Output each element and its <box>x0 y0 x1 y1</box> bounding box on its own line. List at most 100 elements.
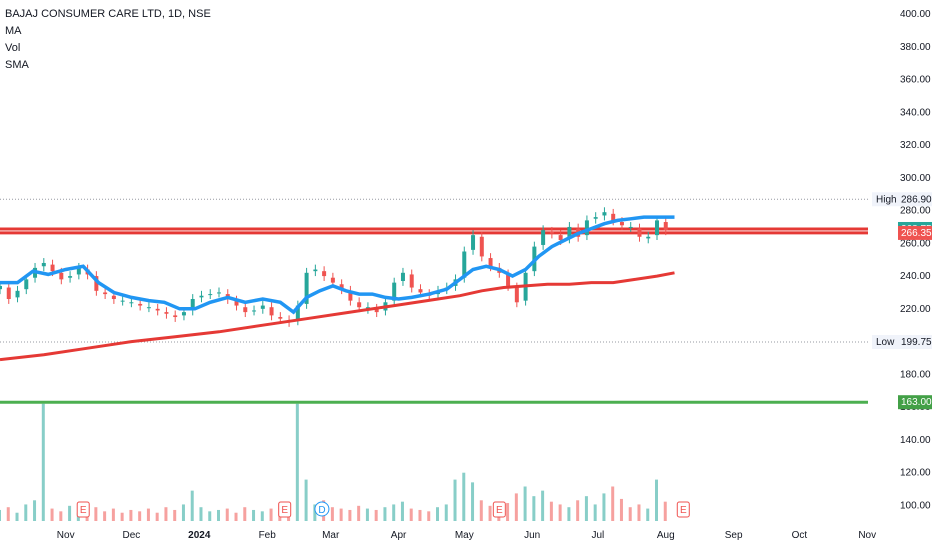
volume-bar <box>418 509 422 521</box>
volume-bar <box>392 504 396 521</box>
ma-line <box>0 215 675 315</box>
candle-body <box>164 312 169 314</box>
volume-bar <box>111 508 115 521</box>
earnings-badge <box>492 501 506 518</box>
low-tag-value-bg <box>898 335 932 350</box>
x-tick-label: Dec <box>123 530 141 541</box>
candle-body <box>558 235 563 241</box>
candle-body <box>392 282 397 301</box>
legend-ma[interactable]: MA <box>5 25 22 37</box>
x-tick-label: Mar <box>322 530 340 541</box>
earnings-marker[interactable]: E <box>676 501 690 518</box>
legend-sma[interactable]: SMA <box>5 59 29 71</box>
candle-body <box>295 305 300 321</box>
high-tag-label-bg <box>872 192 898 207</box>
y-tick-label: 300.00 <box>900 173 931 184</box>
resistance-tag-value-bg <box>898 225 932 240</box>
high-tag-label: High <box>876 194 897 205</box>
time-axis[interactable]: Nov Dec 2024 Feb Mar Apr May Jun Jul Aug Sep Oct Nov <box>57 530 876 541</box>
candle-body <box>374 308 379 313</box>
candle-body <box>462 251 467 278</box>
candle-body <box>50 264 55 272</box>
candle-body <box>15 290 20 298</box>
volume-bar <box>506 503 510 521</box>
candle-body <box>549 231 554 234</box>
x-tick-label: Jun <box>524 530 540 541</box>
candle-body <box>6 287 11 300</box>
earnings-badge <box>76 501 90 518</box>
y-tick-label: 140.00 <box>900 435 931 446</box>
low-tag-value: 199.75 <box>901 337 932 348</box>
candle-body <box>190 299 195 311</box>
x-tick-label: Feb <box>259 530 277 541</box>
volume-bar <box>217 509 220 521</box>
x-tick-label: Aug <box>657 530 675 541</box>
y-tick-label: 360.00 <box>900 75 931 86</box>
x-tick-label: Apr <box>391 530 407 541</box>
candle-body <box>339 284 344 290</box>
candle-body <box>619 222 624 226</box>
candle-body <box>593 217 598 219</box>
volume-bar <box>6 507 10 521</box>
volume-bar <box>208 511 212 521</box>
dividend-badge-label: D <box>318 505 325 516</box>
candle-body <box>409 274 414 288</box>
volume-bar <box>50 508 54 521</box>
volume-bar <box>103 511 107 521</box>
candle-body <box>260 305 265 309</box>
volume-bar <box>628 507 632 521</box>
volume-bar <box>427 511 431 521</box>
candle-body <box>76 267 81 275</box>
candle-body <box>541 230 546 245</box>
volume-bar <box>593 504 597 521</box>
volume-bar <box>514 493 518 521</box>
volume-bar <box>138 511 142 521</box>
candle-body <box>471 235 476 250</box>
earnings-marker[interactable]: E <box>76 501 90 518</box>
candle-body <box>655 220 659 236</box>
candle-body <box>173 315 178 318</box>
legend-symbol[interactable]: BAJAJ CONSUMER CARE LTD, 1D, NSE <box>5 8 211 20</box>
volume-bar <box>400 501 404 521</box>
legend-vol[interactable]: Vol <box>5 42 21 54</box>
low-tag-label-bg <box>872 335 898 350</box>
volume-bar <box>33 500 37 521</box>
resistance-tag-value: 266.35 <box>901 228 932 239</box>
indicator-lines <box>0 215 675 362</box>
volume-bar <box>252 509 256 521</box>
x-tick-label: Oct <box>792 530 808 541</box>
volume-bar <box>304 479 308 521</box>
price-axis[interactable]: 400.00 380.00 360.00 340.00 320.00 300.00 280.… <box>900 9 931 511</box>
dividend-marker[interactable]: D <box>314 501 330 517</box>
volume-bar <box>313 504 317 521</box>
candle-body <box>68 276 73 278</box>
volume-bar <box>471 482 475 521</box>
candle-body <box>146 307 151 309</box>
candle-body <box>628 226 633 228</box>
x-tick-label: Jul <box>591 530 604 541</box>
candle-body <box>313 269 318 272</box>
earnings-marker[interactable]: E <box>278 501 292 518</box>
candle-body <box>59 272 64 280</box>
y-tick-label: 180.00 <box>900 369 931 380</box>
volume-bar <box>295 403 299 521</box>
volume-bar <box>453 479 457 521</box>
candle-body <box>103 292 108 295</box>
earnings-marker[interactable]: E <box>492 501 506 518</box>
volume-bar <box>129 509 133 521</box>
candle-body <box>418 289 423 293</box>
y-tick-label: 260.00 <box>900 238 931 249</box>
candle-body <box>637 228 642 237</box>
candle-body <box>514 287 519 303</box>
candle-body <box>400 272 405 281</box>
volume-bar <box>0 509 1 521</box>
x-tick-label: May <box>455 530 474 541</box>
candle-body <box>94 276 99 291</box>
high-tag-value: 286.90 <box>901 194 932 205</box>
chart-legend: BAJAJ CONSUMER CARE LTD, 1D, NSE MA Vol … <box>5 6 211 74</box>
candle-body <box>41 262 46 267</box>
dividend-badge <box>314 501 330 517</box>
candle-body <box>646 236 651 239</box>
